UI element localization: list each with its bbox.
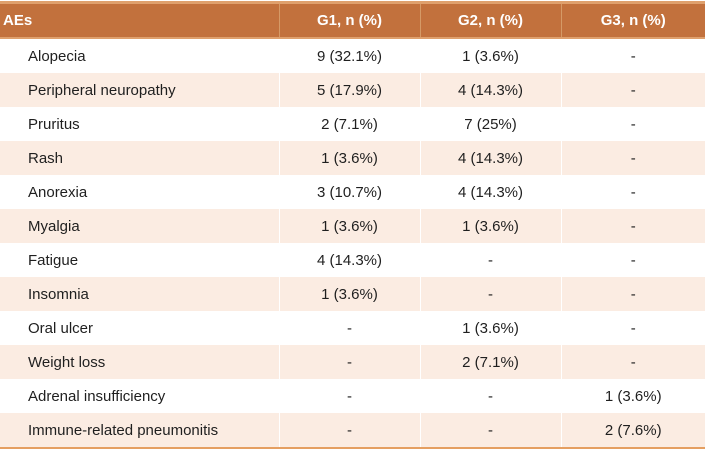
cell-g1: - bbox=[278, 413, 420, 448]
cell-ae: Oral ulcer bbox=[0, 311, 279, 345]
cell-g1: 1 (3.6%) bbox=[278, 277, 420, 311]
cell-g2: - bbox=[419, 379, 561, 413]
column-header-g3: G3, n (%) bbox=[560, 2, 705, 39]
cell-g1: - bbox=[278, 345, 420, 379]
cell-g2: 1 (3.6%) bbox=[419, 38, 561, 73]
cell-g2: 1 (3.6%) bbox=[419, 311, 561, 345]
table-header-row: AEs G1, n (%) G2, n (%) G3, n (%) bbox=[0, 2, 705, 39]
cell-g1: 2 (7.1%) bbox=[278, 107, 420, 141]
cell-g1: 4 (14.3%) bbox=[278, 243, 420, 277]
table-row: Adrenal insufficiency - - 1 (3.6%) bbox=[0, 379, 705, 413]
cell-g3: - bbox=[560, 311, 705, 345]
table-row: Fatigue 4 (14.3%) - - bbox=[0, 243, 705, 277]
table-row: Insomnia 1 (3.6%) - - bbox=[0, 277, 705, 311]
cell-g2: 4 (14.3%) bbox=[419, 141, 561, 175]
cell-g2: - bbox=[419, 277, 561, 311]
cell-g1: 1 (3.6%) bbox=[278, 141, 420, 175]
cell-ae: Anorexia bbox=[0, 175, 279, 209]
cell-g1: 9 (32.1%) bbox=[278, 38, 420, 73]
cell-g3: - bbox=[560, 107, 705, 141]
cell-g3: - bbox=[560, 38, 705, 73]
cell-g3: - bbox=[560, 243, 705, 277]
cell-ae: Adrenal insufficiency bbox=[0, 379, 279, 413]
cell-g2: 7 (25%) bbox=[419, 107, 561, 141]
cell-g3: - bbox=[560, 345, 705, 379]
cell-ae: Myalgia bbox=[0, 209, 279, 243]
cell-ae: Pruritus bbox=[0, 107, 279, 141]
cell-g1: 1 (3.6%) bbox=[278, 209, 420, 243]
cell-g2: 1 (3.6%) bbox=[419, 209, 561, 243]
cell-g2: - bbox=[419, 413, 561, 448]
cell-ae: Weight loss bbox=[0, 345, 279, 379]
cell-ae: Peripheral neuropathy bbox=[0, 73, 279, 107]
table-row: Weight loss - 2 (7.1%) - bbox=[0, 345, 705, 379]
table-row: Myalgia 1 (3.6%) 1 (3.6%) - bbox=[0, 209, 705, 243]
table-row: Rash 1 (3.6%) 4 (14.3%) - bbox=[0, 141, 705, 175]
cell-g3: - bbox=[560, 277, 705, 311]
cell-ae: Alopecia bbox=[0, 38, 279, 73]
cell-g2: 4 (14.3%) bbox=[419, 73, 561, 107]
cell-g3: - bbox=[560, 141, 705, 175]
table-row: Anorexia 3 (10.7%) 4 (14.3%) - bbox=[0, 175, 705, 209]
table-body: Alopecia 9 (32.1%) 1 (3.6%) - Peripheral… bbox=[0, 38, 705, 448]
cell-g1: - bbox=[278, 379, 420, 413]
column-header-g2: G2, n (%) bbox=[419, 2, 561, 39]
cell-ae: Rash bbox=[0, 141, 279, 175]
cell-ae: Immune-related pneumonitis bbox=[0, 413, 279, 448]
table-row: Alopecia 9 (32.1%) 1 (3.6%) - bbox=[0, 38, 705, 73]
column-header-aes: AEs bbox=[0, 2, 279, 39]
cell-g3: - bbox=[560, 175, 705, 209]
cell-g2: 2 (7.1%) bbox=[419, 345, 561, 379]
cell-g1: 5 (17.9%) bbox=[278, 73, 420, 107]
cell-g3: - bbox=[560, 209, 705, 243]
cell-g3: - bbox=[560, 73, 705, 107]
table-row: Immune-related pneumonitis - - 2 (7.6%) bbox=[0, 413, 705, 448]
cell-ae: Fatigue bbox=[0, 243, 279, 277]
table-row: Peripheral neuropathy 5 (17.9%) 4 (14.3%… bbox=[0, 73, 705, 107]
cell-ae: Insomnia bbox=[0, 277, 279, 311]
cell-g3: 1 (3.6%) bbox=[560, 379, 705, 413]
table-row: Oral ulcer - 1 (3.6%) - bbox=[0, 311, 705, 345]
column-header-g1: G1, n (%) bbox=[278, 2, 420, 39]
cell-g1: 3 (10.7%) bbox=[278, 175, 420, 209]
cell-g2: - bbox=[419, 243, 561, 277]
cell-g1: - bbox=[278, 311, 420, 345]
cell-g3: 2 (7.6%) bbox=[560, 413, 705, 448]
table-row: Pruritus 2 (7.1%) 7 (25%) - bbox=[0, 107, 705, 141]
cell-g2: 4 (14.3%) bbox=[419, 175, 561, 209]
